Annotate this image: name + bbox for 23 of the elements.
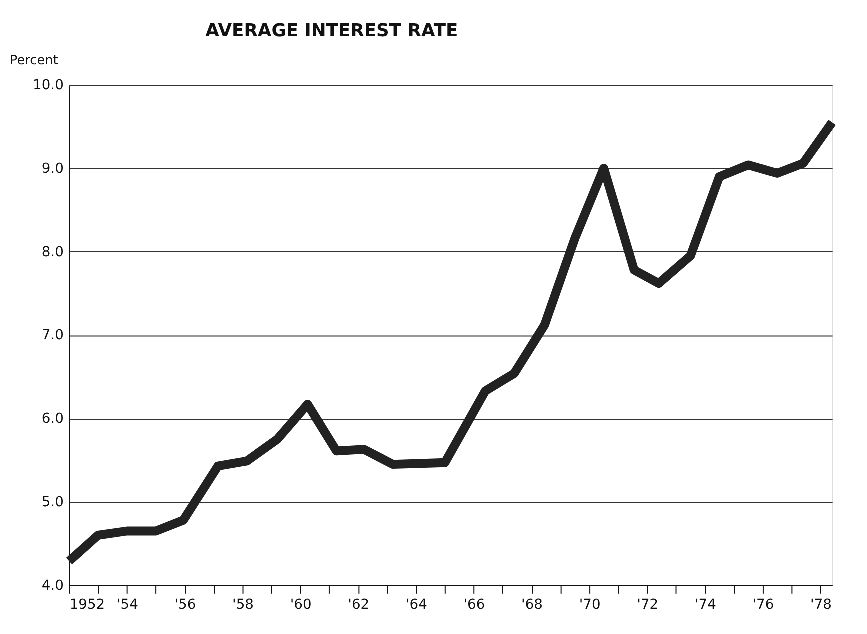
y-tick-label: 5.0	[42, 494, 64, 511]
y-tick-label: 6.0	[42, 411, 64, 428]
x-tick-label: '68	[522, 596, 543, 613]
x-tick-label: '74	[694, 596, 717, 613]
y-tick-label: 4.0	[42, 578, 64, 594]
x-tick-label: '64	[406, 596, 428, 613]
x-tick-label: 1952	[70, 596, 106, 613]
y-tick-label: 8.0	[42, 244, 64, 260]
x-tick-label: '70	[579, 596, 601, 613]
x-tick-label: '58	[232, 596, 254, 613]
chart-title: AVERAGE INTEREST RATE	[206, 20, 458, 42]
y-tick-label: 7.0	[42, 328, 64, 344]
x-tick-label: '56	[174, 596, 196, 613]
x-tick-label: '54	[116, 596, 139, 613]
x-tick-label: '76	[752, 596, 774, 613]
x-tick-label: '60	[290, 596, 312, 613]
x-tick-label: '72	[637, 596, 659, 613]
y-tick-label: 10.0	[33, 78, 64, 94]
x-tick-label: '62	[348, 596, 370, 613]
x-tick-label: '78	[810, 596, 832, 613]
x-tick-label: '66	[464, 596, 486, 613]
y-axis-title: Percent	[10, 53, 58, 68]
y-tick-label: 9.0	[42, 160, 64, 177]
